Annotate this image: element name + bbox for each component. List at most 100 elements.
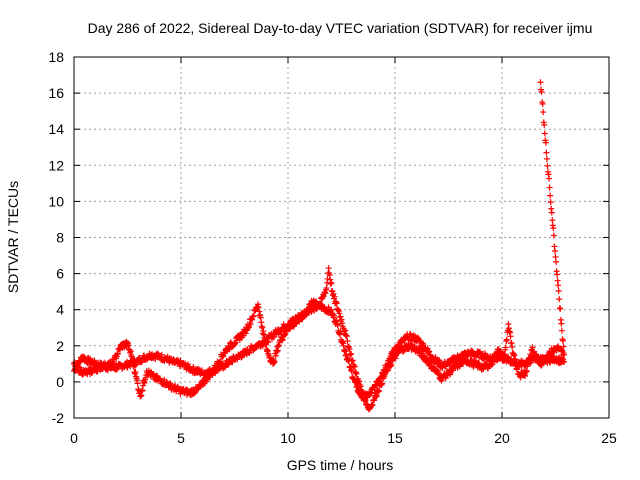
- y-tick-label: 12: [48, 157, 64, 173]
- axis-ticks: 0 5 10 15 20 25 -2 0 2 4 6 8 10 12 14 16 18: [48, 49, 617, 446]
- data-point: [549, 217, 556, 224]
- y-tick-label: 2: [56, 338, 64, 354]
- y-tick-label: 4: [56, 302, 64, 318]
- data-point: [130, 363, 137, 370]
- data-point: [554, 277, 561, 284]
- data-point: [348, 368, 355, 375]
- data-point: [509, 343, 516, 350]
- data-point: [369, 402, 376, 409]
- data-point: [459, 361, 466, 368]
- data-point: [242, 330, 249, 337]
- data-point: [273, 348, 280, 355]
- data-point: [545, 168, 552, 175]
- data-point: [529, 344, 536, 351]
- grid: [74, 57, 609, 418]
- x-axis-label: GPS time / hours: [287, 457, 394, 473]
- data-point: [353, 370, 360, 377]
- data-point: [250, 312, 257, 319]
- data-point: [560, 343, 567, 350]
- data-point: [259, 324, 266, 331]
- y-axis-label: SDTVAR / TECUs: [5, 181, 21, 293]
- data-point: [351, 363, 358, 370]
- data-point: [308, 303, 315, 310]
- data-point: [317, 300, 324, 307]
- data-point: [360, 389, 367, 396]
- data-point: [206, 374, 213, 381]
- data-point: [271, 358, 278, 365]
- data-point: [344, 338, 351, 345]
- data-point: [246, 321, 253, 328]
- y-tick-label: 6: [56, 266, 64, 282]
- data-point: [272, 352, 279, 359]
- data-point: [544, 162, 551, 169]
- data-point: [328, 279, 335, 286]
- data-point: [552, 253, 559, 260]
- x-tick-label: 0: [70, 430, 78, 446]
- x-tick-label: 15: [387, 430, 403, 446]
- data-point: [385, 367, 392, 374]
- data-point: [553, 268, 560, 275]
- data-point: [557, 316, 564, 323]
- data-point: [134, 380, 141, 387]
- y-tick-label: 18: [48, 49, 64, 65]
- data-point: [331, 312, 338, 319]
- data-point: [561, 359, 568, 366]
- data-point: [217, 358, 224, 365]
- data-point: [561, 351, 568, 358]
- data-point: [541, 130, 548, 137]
- data-point: [514, 364, 521, 371]
- data-point: [158, 351, 165, 358]
- data-point: [556, 296, 563, 303]
- data-point: [501, 357, 508, 364]
- data-point: [296, 318, 303, 325]
- data-point: [114, 351, 121, 358]
- data-point: [334, 321, 341, 328]
- x-tick-label: 5: [177, 430, 185, 446]
- data-point: [547, 192, 554, 199]
- data-point: [333, 300, 340, 307]
- data-point: [348, 351, 355, 358]
- data-point: [263, 340, 270, 347]
- data-point: [546, 184, 553, 191]
- y-tick-label: 14: [48, 121, 64, 137]
- data-point: [539, 99, 546, 106]
- data-point: [331, 293, 338, 300]
- data-point: [537, 79, 544, 86]
- data-point: [540, 119, 547, 126]
- data-point: [507, 333, 514, 340]
- data-points: [71, 79, 568, 413]
- chart-title: Day 286 of 2022, Sidereal Day-to-day VTE…: [88, 20, 593, 36]
- data-point: [542, 137, 549, 144]
- data-point: [111, 360, 118, 367]
- data-point: [543, 149, 550, 156]
- data-point: [547, 199, 554, 206]
- data-point: [375, 387, 382, 394]
- data-point: [346, 346, 353, 353]
- y-tick-label: 10: [48, 193, 64, 209]
- data-point: [556, 305, 563, 312]
- y-tick-label: 0: [56, 374, 64, 390]
- data-point: [549, 222, 556, 229]
- x-tick-label: 10: [280, 430, 296, 446]
- data-point: [324, 275, 331, 282]
- data-point: [543, 155, 550, 162]
- x-tick-label: 20: [494, 430, 510, 446]
- data-point: [540, 109, 547, 116]
- data-point: [87, 355, 94, 362]
- data-point: [559, 336, 566, 343]
- data-point: [427, 359, 434, 366]
- data-point: [523, 368, 530, 375]
- x-tick-label: 25: [601, 430, 617, 446]
- data-point: [555, 287, 562, 294]
- data-point: [323, 285, 330, 292]
- data-point: [558, 327, 565, 334]
- data-point: [502, 344, 509, 351]
- data-point: [373, 392, 380, 399]
- data-point: [551, 243, 558, 250]
- y-tick-label: 16: [48, 85, 64, 101]
- data-point: [328, 306, 335, 313]
- data-point: [129, 356, 136, 363]
- data-point: [503, 336, 510, 343]
